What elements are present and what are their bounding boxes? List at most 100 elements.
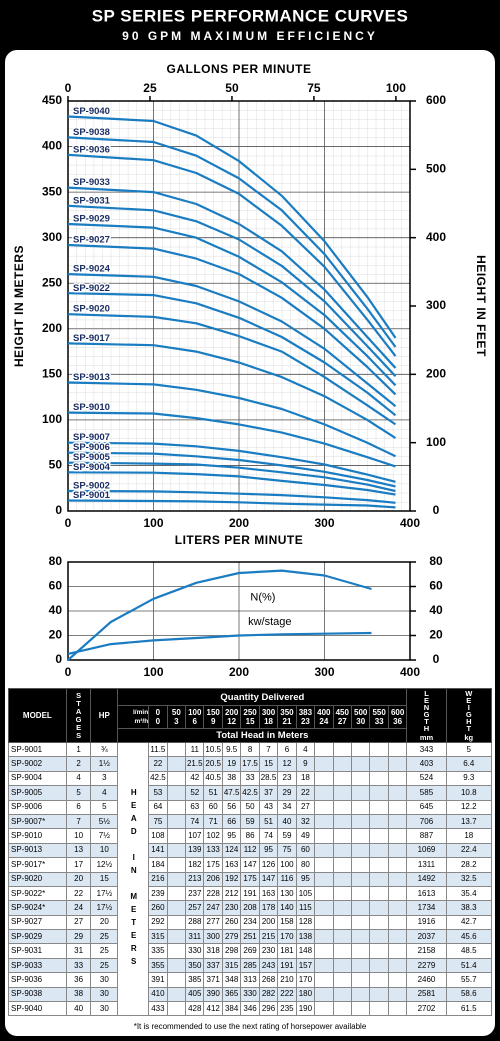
head-cell: 10.5 bbox=[203, 741, 223, 758]
empty-cell bbox=[387, 914, 408, 931]
empty-cell bbox=[314, 929, 334, 945]
table-head: MODEL STAGES HP Quantity Delivered LENGTH mm W… bbox=[8, 687, 493, 744]
hp-cell: 3 bbox=[90, 770, 119, 787]
flow-m3h: 15 bbox=[245, 717, 255, 727]
header-row: l/min m³/h 0 0 50 3 100 6 150 9 200 12 250 15 300 18 350… bbox=[9, 705, 492, 729]
empty-cell bbox=[350, 929, 371, 945]
curve-label: SP-9024 bbox=[73, 264, 111, 275]
empty-cell bbox=[369, 842, 389, 859]
head-cell: 15 bbox=[258, 756, 279, 772]
empty-cell bbox=[369, 914, 389, 931]
head-cell: 40.5 bbox=[203, 770, 223, 787]
empty-cell bbox=[332, 828, 352, 844]
head-cell: 175 bbox=[240, 871, 260, 887]
y-tick-label: 60 bbox=[49, 579, 63, 593]
head-cell: 184 bbox=[148, 857, 168, 873]
head-cell: 206 bbox=[203, 871, 223, 887]
curve-label: SP-9033 bbox=[73, 177, 110, 188]
head-cell: 42 bbox=[185, 770, 205, 787]
table-row: SP-9001 1 ¾ HEAD IN METERS 11.5 11 10.5 9.5 8 7 6 4… bbox=[8, 741, 493, 1017]
weight-cell: 22.4 bbox=[445, 842, 493, 859]
flow-m3h: 24 bbox=[319, 717, 329, 727]
head-cell: 311 bbox=[185, 929, 205, 945]
empty-cell bbox=[369, 1001, 389, 1017]
head-cell: 215 bbox=[258, 929, 279, 945]
flow-header: 300 18 bbox=[258, 705, 279, 729]
head-cell: 355 bbox=[148, 957, 168, 974]
flow-lpm: 250 bbox=[243, 708, 257, 718]
table-row: SP-9036 36 30 391 385 371 348 313 268 210 170 2460 5… bbox=[8, 972, 493, 988]
head-cell: 7 bbox=[258, 741, 279, 758]
empty-cell bbox=[350, 943, 371, 959]
empty-cell bbox=[369, 972, 389, 988]
head-cell: 330 bbox=[185, 943, 205, 959]
y2-tick-label: 40 bbox=[429, 603, 443, 617]
curve-label: SP-9001 bbox=[73, 490, 111, 501]
flow-m3h: 33 bbox=[374, 717, 384, 727]
empty-cell bbox=[369, 957, 389, 974]
length-cell: 2037 bbox=[406, 929, 447, 945]
x-tick-label: 100 bbox=[143, 665, 163, 679]
empty-cell bbox=[166, 929, 187, 945]
hp-cell: 1½ bbox=[90, 756, 119, 772]
flow-header: 50 3 bbox=[166, 705, 187, 729]
x-tick-label: 300 bbox=[314, 516, 334, 530]
curve bbox=[67, 461, 396, 493]
flow-lpm: 383 bbox=[298, 708, 313, 718]
length-cell: 524 bbox=[406, 770, 447, 787]
curve-label: SP-9040 bbox=[73, 106, 110, 117]
curve bbox=[67, 222, 397, 387]
empty-cell bbox=[166, 799, 187, 815]
empty-cell bbox=[387, 770, 408, 787]
series-label: N(%) bbox=[250, 591, 275, 603]
head-cell: 208 bbox=[240, 900, 260, 916]
table-row: SP-9002 2 1½ 22 21.5 20.5 19 17.5 15 12 9 403 6.4 bbox=[8, 756, 493, 772]
y-tick-label: 80 bbox=[49, 554, 63, 568]
length-cell: 2702 bbox=[406, 1001, 447, 1017]
empty-cell bbox=[332, 770, 352, 787]
empty-cell bbox=[314, 972, 334, 988]
length-cell: 645 bbox=[406, 799, 447, 815]
head-cell: 95 bbox=[221, 828, 242, 844]
empty-cell bbox=[350, 770, 371, 787]
data-table: MODEL STAGES HP Quantity Delivered LENGTH mm W… bbox=[8, 687, 493, 1017]
flow-lpm: 150 bbox=[206, 708, 220, 718]
unit-cell: l/min m³/h bbox=[117, 705, 150, 729]
stages-cell: 27 bbox=[65, 914, 92, 931]
empty-cell bbox=[350, 756, 371, 772]
head-cell: 213 bbox=[185, 871, 205, 887]
empty-cell bbox=[314, 871, 334, 887]
hp-cell: 5 bbox=[90, 799, 119, 815]
head-cell: 235 bbox=[277, 1001, 297, 1017]
y-tick-label: 200 bbox=[42, 321, 62, 335]
model-cell: SP-9002 bbox=[8, 756, 67, 772]
head-cell: 335 bbox=[148, 943, 168, 959]
model-cell: SP-9027 bbox=[8, 914, 67, 931]
flow-m3h: 12 bbox=[227, 717, 237, 727]
x-tick-label: 0 bbox=[65, 665, 72, 679]
weight-cell: 58.6 bbox=[445, 986, 493, 1003]
empty-cell bbox=[314, 1001, 334, 1017]
flow-m3h: 9 bbox=[210, 717, 216, 727]
head-cell: 9 bbox=[295, 756, 316, 772]
model-cell: SP-9007* bbox=[8, 813, 67, 830]
head-cell: 59 bbox=[240, 813, 260, 830]
empty-cell bbox=[166, 900, 187, 916]
y-tick-label: 150 bbox=[42, 367, 62, 381]
empty-cell bbox=[387, 871, 408, 887]
curve-label: SP-9017 bbox=[73, 333, 110, 344]
curve bbox=[67, 204, 397, 377]
head-cell: 163 bbox=[258, 885, 279, 902]
stages-cell: 40 bbox=[65, 1001, 92, 1017]
head-cell: 192 bbox=[221, 871, 242, 887]
head-cell: 133 bbox=[203, 842, 223, 859]
length-cell: 1734 bbox=[406, 900, 447, 916]
empty-cell bbox=[350, 741, 371, 758]
head-cell: 175 bbox=[203, 857, 223, 873]
curve bbox=[67, 381, 396, 458]
empty-cell bbox=[350, 986, 371, 1003]
head-cell: 410 bbox=[148, 986, 168, 1003]
curve-label: SP-9036 bbox=[73, 144, 110, 155]
empty-cell bbox=[166, 741, 187, 758]
head-cell: 32 bbox=[295, 813, 316, 830]
